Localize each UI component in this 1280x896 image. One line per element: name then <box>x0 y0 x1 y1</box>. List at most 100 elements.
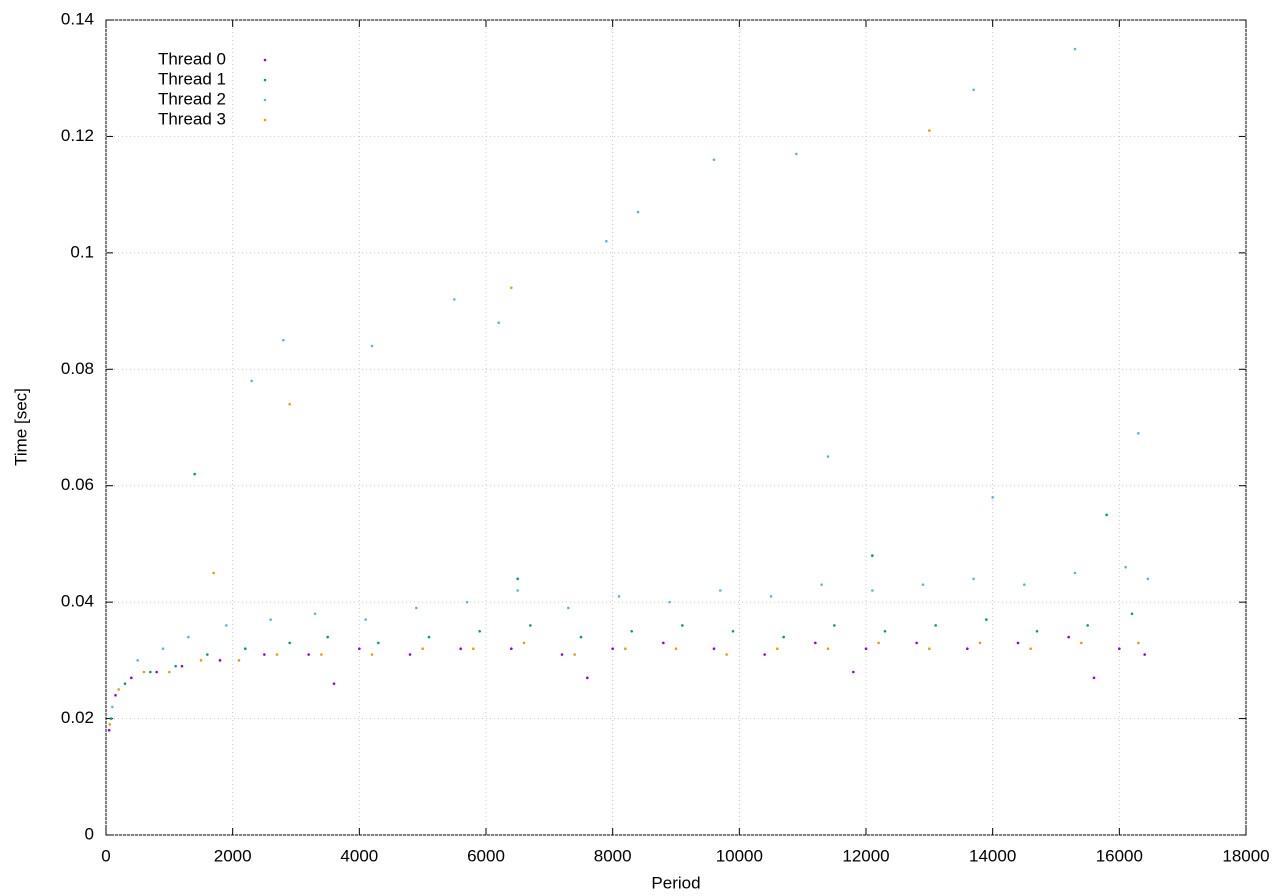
y-tick-label: 0.02 <box>61 708 94 727</box>
point <box>769 595 773 598</box>
point <box>459 647 462 651</box>
point <box>1137 432 1140 435</box>
point <box>814 641 817 645</box>
point <box>370 344 374 348</box>
point <box>624 647 627 651</box>
point <box>465 600 469 604</box>
point <box>332 682 336 685</box>
point <box>725 653 728 656</box>
point <box>472 647 475 651</box>
point <box>364 618 367 621</box>
y-tick-label: 0.1 <box>70 242 94 261</box>
point <box>883 629 887 633</box>
point <box>985 618 988 621</box>
point <box>820 583 823 586</box>
point <box>180 664 184 668</box>
point <box>114 693 117 697</box>
point <box>1124 565 1127 569</box>
point <box>1130 612 1134 616</box>
point <box>522 641 526 645</box>
point <box>174 664 177 668</box>
point <box>288 641 291 645</box>
point <box>288 402 291 406</box>
point <box>1029 647 1032 651</box>
point <box>478 629 481 633</box>
point <box>263 653 266 656</box>
point <box>516 577 519 581</box>
point <box>282 338 285 342</box>
legend-label: Thread 2 <box>158 89 226 108</box>
legend-marker <box>263 58 267 62</box>
point <box>275 653 279 656</box>
point <box>978 641 982 645</box>
y-tick-label: 0.08 <box>61 359 94 378</box>
point <box>1073 47 1077 51</box>
point <box>1105 513 1108 517</box>
point <box>782 635 785 639</box>
point <box>972 577 975 581</box>
y-axis-label: Time [sec] <box>11 388 30 466</box>
x-tick-label: 2000 <box>214 846 252 865</box>
point <box>636 210 640 214</box>
point <box>795 152 798 156</box>
point <box>972 88 975 92</box>
point <box>1086 624 1089 627</box>
point <box>427 635 431 639</box>
point <box>109 717 113 720</box>
x-tick-label: 12000 <box>842 846 889 865</box>
y-tick-label: 0.04 <box>61 592 94 611</box>
point <box>826 455 830 458</box>
legend-label: Thread 0 <box>158 49 226 68</box>
point <box>510 647 513 651</box>
point <box>307 653 310 656</box>
x-tick-label: 4000 <box>340 846 378 865</box>
point <box>199 659 203 662</box>
point <box>1035 629 1039 633</box>
y-tick-label: 0.12 <box>61 126 94 145</box>
y-tick-label: 0.06 <box>61 475 94 494</box>
point <box>510 286 513 290</box>
point <box>991 496 994 499</box>
x-tick-label: 18000 <box>1222 846 1269 865</box>
point <box>966 647 969 651</box>
point <box>852 670 855 674</box>
y-tick-label: 0.14 <box>61 9 94 28</box>
point <box>415 606 418 610</box>
point <box>668 600 671 604</box>
point <box>1092 676 1096 680</box>
point <box>674 647 678 651</box>
legend-marker <box>263 118 267 122</box>
legend-marker <box>263 78 267 82</box>
point <box>123 682 127 685</box>
point <box>218 659 222 662</box>
point <box>833 624 836 627</box>
point <box>1137 641 1140 645</box>
point <box>617 595 621 598</box>
point <box>149 670 152 674</box>
point <box>712 647 716 651</box>
point <box>1073 571 1077 575</box>
point <box>187 635 190 639</box>
point <box>206 653 209 656</box>
point <box>1067 635 1070 639</box>
point <box>681 624 684 627</box>
x-tick-label: 10000 <box>716 846 763 865</box>
point <box>560 653 564 656</box>
point <box>516 589 519 592</box>
point <box>168 670 171 674</box>
point <box>662 641 665 645</box>
plot-frame <box>105 19 1247 836</box>
point <box>871 589 874 592</box>
point <box>877 641 880 645</box>
point <box>244 647 247 651</box>
y-tick-label: 0 <box>85 824 94 843</box>
point <box>826 647 830 651</box>
x-tick-label: 14000 <box>969 846 1016 865</box>
point <box>108 723 112 726</box>
legend-label: Thread 3 <box>158 109 226 128</box>
point <box>225 624 228 627</box>
point <box>212 571 215 575</box>
point <box>161 647 165 651</box>
point <box>719 589 722 592</box>
point <box>776 647 779 651</box>
